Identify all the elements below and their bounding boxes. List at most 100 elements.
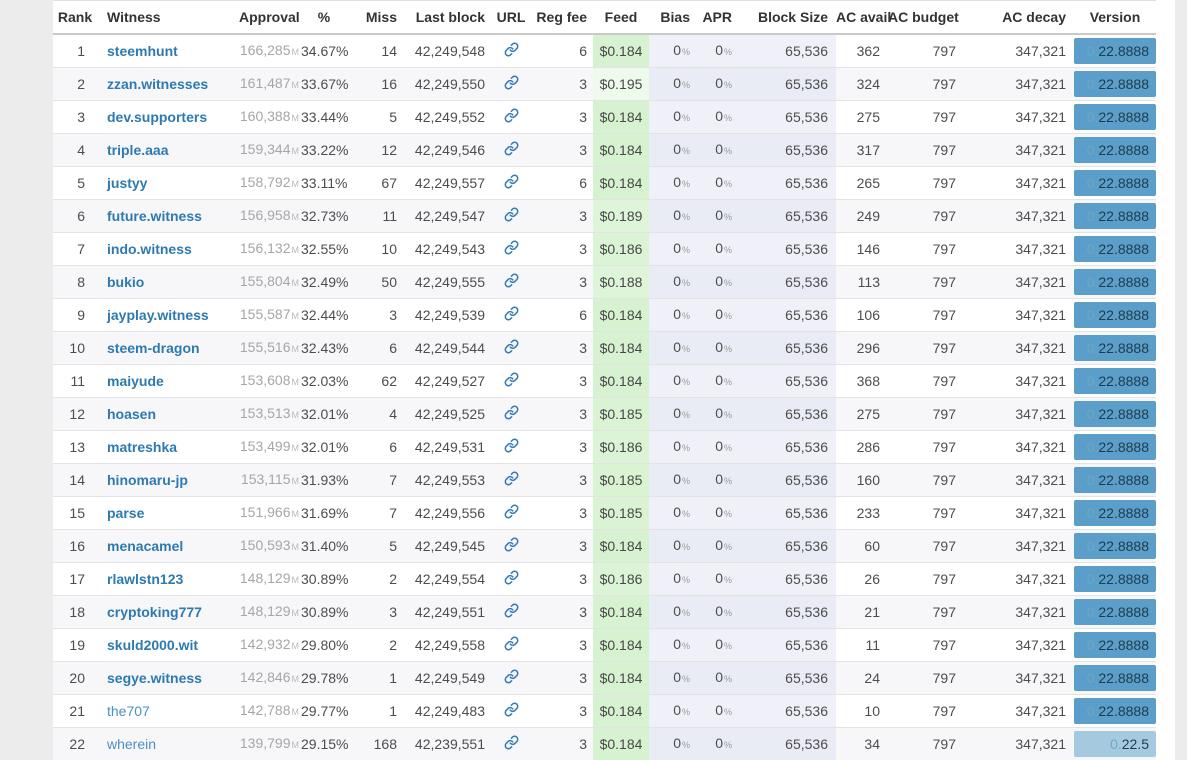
cell-witness: menacamel — [97, 528, 239, 562]
cell-approval: 160,388M — [239, 99, 301, 133]
witness-link[interactable]: triple.aaa — [107, 141, 169, 158]
cell-bias: 0% — [649, 693, 698, 727]
cell-feed: $0.186 — [593, 561, 649, 595]
header-ac_budget[interactable]: AC budget — [888, 0, 964, 35]
header-last_block[interactable]: Last block — [403, 0, 491, 35]
header-block_size[interactable]: Block Size — [740, 0, 836, 35]
bias-value: 0 — [673, 206, 681, 223]
url-link[interactable] — [491, 629, 531, 660]
cell-pct: 32.01% — [301, 429, 353, 463]
cell-block_size: 65,536 — [740, 231, 836, 265]
witness-link[interactable]: cryptoking777 — [107, 603, 202, 620]
cell-pct: 32.03% — [301, 363, 353, 397]
url-link[interactable] — [491, 34, 531, 66]
percent-sign: % — [723, 640, 732, 651]
witness-link[interactable]: justyy — [107, 174, 148, 191]
witness-link[interactable]: maiyude — [107, 372, 164, 389]
url-link[interactable] — [491, 68, 531, 99]
url-link[interactable] — [491, 728, 531, 759]
percent-sign: % — [681, 46, 690, 57]
header-rank[interactable]: Rank — [53, 0, 97, 35]
url-link[interactable] — [491, 431, 531, 462]
url-link[interactable] — [491, 365, 531, 396]
witness-link[interactable]: parse — [107, 504, 145, 521]
header-feed[interactable]: Feed — [593, 0, 649, 35]
witness-link[interactable]: jayplay.witness — [107, 306, 209, 323]
witness-link[interactable]: rlawlstn123 — [107, 570, 184, 587]
header-ac_avail[interactable]: AC avail — [836, 0, 891, 35]
header-version[interactable]: Version — [1074, 0, 1156, 35]
header-miss[interactable]: Miss — [353, 0, 403, 35]
url-link[interactable] — [491, 101, 531, 132]
cell-miss: 62 — [353, 363, 403, 397]
witness-link[interactable]: skuld2000.wit — [107, 636, 199, 653]
witness-link[interactable]: steemhunt — [107, 42, 178, 59]
witness-link[interactable]: the707 — [107, 702, 150, 719]
approval-unit: M — [291, 409, 300, 420]
apr-value: 0 — [715, 305, 723, 322]
approval-unit: M — [291, 442, 300, 453]
cell-block_size: 65,536 — [740, 297, 836, 331]
url-link[interactable] — [491, 200, 531, 231]
witness-link[interactable]: future.witness — [107, 207, 202, 224]
cell-feed: $0.189 — [593, 198, 649, 232]
cell-last_block: 42,249,525 — [403, 396, 491, 430]
cell-approval: 156,132M — [239, 231, 301, 265]
witness-link[interactable]: wherein — [107, 735, 157, 752]
witness-link[interactable]: indo.witness — [107, 240, 192, 257]
cell-approval: 139,799M — [239, 726, 301, 760]
percent-sign: % — [723, 145, 732, 156]
header-witness[interactable]: Witness — [97, 0, 239, 35]
cell-ac_avail: 296 — [836, 330, 888, 364]
approval-unit: M — [291, 244, 300, 255]
url-link[interactable] — [491, 464, 531, 495]
witness-link[interactable]: dev.supporters — [107, 108, 208, 125]
header-pct[interactable]: % — [301, 0, 353, 35]
url-link[interactable] — [491, 332, 531, 363]
cell-apr: 0% — [698, 363, 740, 397]
witness-link[interactable]: hoasen — [107, 405, 157, 422]
bias-value: 0 — [673, 701, 681, 718]
cell-miss: 5 — [353, 99, 403, 133]
version-badge: 0. 22.8888 — [1074, 499, 1156, 526]
url-link[interactable] — [491, 167, 531, 198]
cell-ac_budget: 797 — [888, 363, 964, 397]
cell-apr: 0% — [698, 165, 740, 199]
header-reg_fee[interactable]: Reg fee — [531, 0, 593, 35]
cell-version: 0. 22.8888 — [1074, 528, 1156, 562]
link-icon — [504, 504, 518, 519]
url-link[interactable] — [491, 233, 531, 264]
header-apr[interactable]: APR — [698, 0, 740, 35]
cell-approval: 142,846M — [239, 660, 301, 694]
cell-ac_decay: 347,321 — [964, 132, 1074, 166]
percent-sign: % — [681, 211, 690, 222]
cell-miss: 5 — [353, 528, 403, 562]
cell-bias: 0% — [649, 561, 698, 595]
url-link[interactable] — [491, 563, 531, 594]
cell-version: 0. 22.8888 — [1074, 462, 1156, 496]
witness-link[interactable]: steem-dragon — [107, 339, 200, 356]
url-link[interactable] — [491, 530, 531, 561]
witness-link[interactable]: bukio — [107, 273, 145, 290]
cell-ac_avail: 10 — [836, 693, 888, 727]
cell-reg_fee: 3 — [531, 363, 593, 397]
header-approval[interactable]: Approval — [239, 0, 301, 35]
url-link[interactable] — [491, 266, 531, 297]
url-link[interactable] — [491, 596, 531, 627]
url-link[interactable] — [491, 662, 531, 693]
witness-link[interactable]: matreshka — [107, 438, 178, 455]
url-link[interactable] — [491, 497, 531, 528]
url-link[interactable] — [491, 299, 531, 330]
header-bias[interactable]: Bias — [649, 0, 698, 35]
url-link[interactable] — [491, 695, 531, 726]
url-link[interactable] — [491, 398, 531, 429]
header-ac_decay[interactable]: AC decay — [964, 0, 1074, 35]
witness-link[interactable]: hinomaru-jp — [107, 471, 188, 488]
witness-link[interactable]: segye.witness — [107, 669, 202, 686]
url-link[interactable] — [491, 134, 531, 165]
header-url[interactable]: URL — [491, 0, 531, 35]
witness-link[interactable]: menacamel — [107, 537, 184, 554]
percent-sign: % — [723, 607, 732, 618]
witness-link[interactable]: zzan.witnesses — [107, 75, 209, 92]
table-row: 12 hoasen 153,513M 32.01% 4 42,249,525 3 $0.185… — [53, 396, 1156, 430]
